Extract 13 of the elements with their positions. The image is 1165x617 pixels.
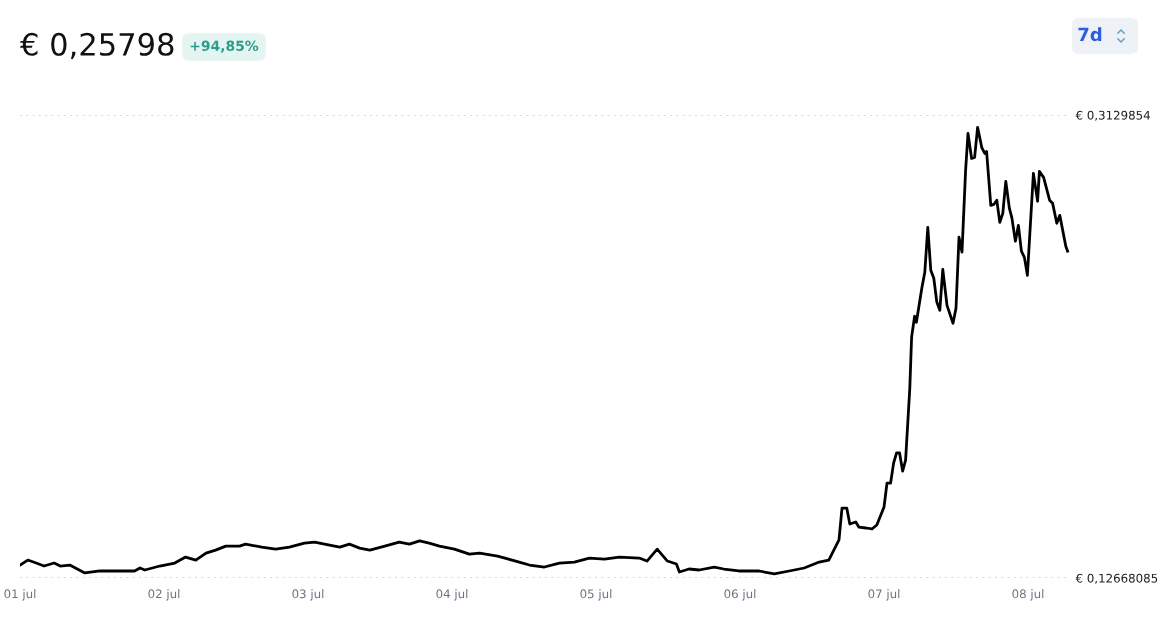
x-tick-label: 07 jul <box>868 589 900 601</box>
x-tick-label: 01 jul <box>4 589 36 601</box>
x-tick-label: 04 jul <box>436 589 468 601</box>
x-tick-label: 03 jul <box>292 589 324 601</box>
chart-title: € 0,25798 <box>20 32 174 59</box>
y-tick-label: € 0,3129854 <box>1075 110 1150 121</box>
text: 7d <box>1078 27 1102 42</box>
text: +94,85% <box>190 40 259 53</box>
x-tick-label: 05 jul <box>580 589 612 601</box>
x-tick-label: 02 jul <box>148 589 180 601</box>
x-tick-label: 06 jul <box>724 589 756 601</box>
x-tick-label: 08 jul <box>1012 589 1044 601</box>
y-tick-label: € 0,12668085 <box>1075 573 1158 584</box>
